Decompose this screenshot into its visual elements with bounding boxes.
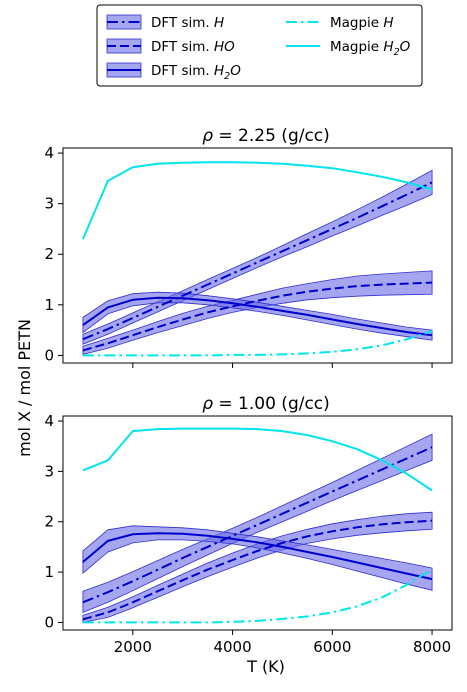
uncertainty-band-1 [82,270,433,355]
legend-frame [96,4,423,87]
title-rho: ρ [202,394,213,414]
y-tick-label: 1 [44,563,54,581]
plot-frame [62,415,453,631]
uncertainty-band-2 [82,291,433,341]
uncertainty-band-2 [82,525,433,591]
title-rho: ρ [202,126,213,146]
legend-label: DFT sim. H2O [151,63,241,82]
title-rest: = 2.25 (g/cc) [213,126,330,146]
y-tick-label: 2 [44,245,54,263]
series-line-4 [81,161,433,240]
chart-panel-rho-1.00: ρ = 1.00 (g/cc) 2000 4000 6000 8000 0 1 2 3 4 [44,394,453,656]
chart-panel-rho-2.25: ρ = 2.25 (g/cc) 0 1 2 3 4 [44,126,453,368]
series-line-1 [82,519,433,621]
y-tick-label: 3 [44,195,54,213]
uncertainty-band-0 [82,169,433,345]
title-rest: = 1.00 (g/cc) [213,394,330,414]
y-tick-label: 4 [44,412,54,430]
y-tick-label: 4 [44,144,54,162]
series-line-0 [82,446,433,604]
legend-label: Magpie H2O [330,39,411,58]
chart-title: ρ = 1.00 (g/cc) [202,394,330,414]
y-tick-label: 3 [44,462,54,480]
y-tick-label: 0 [44,346,54,364]
y-tick-label: 1 [44,296,54,314]
series-line-2 [82,296,433,337]
x-tick-label: 4000 [213,638,251,656]
series-line-0 [82,181,433,341]
series-line-4 [82,427,433,492]
legend-label: Magpie H [330,15,394,31]
y-tick-label: 0 [44,613,54,631]
series-line-2 [82,532,433,581]
x-tick-label: 2000 [114,638,152,656]
y-axis-label: mol X / mol PETN [15,319,34,457]
x-axis-label: T (K) [246,657,285,676]
series-line-3 [82,568,433,624]
legend-label: DFT sim. HO [151,39,235,55]
legend: DFT sim. H DFT sim. HO DFT sim. H2O Magpie … [96,4,423,87]
series-line-3 [82,330,433,357]
legend-label: DFT sim. H [151,15,224,31]
series-line-1 [82,281,433,352]
x-tick-label: 8000 [413,638,451,656]
chart-title: ρ = 2.25 (g/cc) [202,126,330,146]
x-tick-label: 6000 [313,638,351,656]
y-tick-label: 2 [44,513,54,531]
plot-frame [62,147,453,364]
